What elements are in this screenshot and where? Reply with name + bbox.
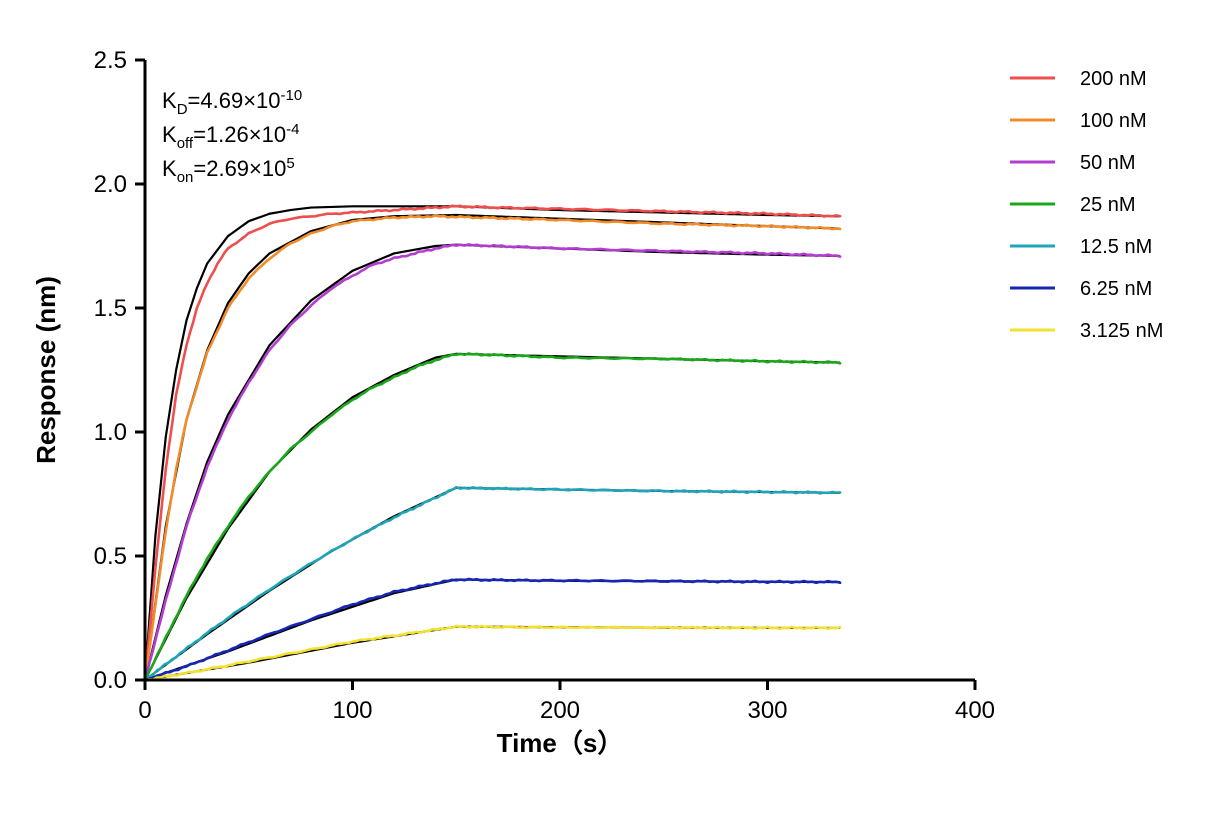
y-tick-label: 0.5 bbox=[94, 543, 127, 570]
legend-label: 25 nM bbox=[1080, 194, 1136, 216]
y-tick-label: 0.0 bbox=[94, 667, 127, 694]
y-axis-label: Response (nm) bbox=[31, 276, 61, 464]
legend-label: 200 nM bbox=[1080, 68, 1147, 90]
legend-label: 3.125 nM bbox=[1080, 320, 1163, 342]
y-tick-label: 1.5 bbox=[94, 295, 127, 322]
y-tick-label: 1.0 bbox=[94, 419, 127, 446]
legend-label: 6.25 nM bbox=[1080, 278, 1152, 300]
x-axis-label: Time（s） bbox=[497, 728, 624, 758]
legend-label: 50 nM bbox=[1080, 152, 1136, 174]
y-tick-label: 2.0 bbox=[94, 171, 127, 198]
chart-svg: 0 100 200 300 400 0.0 0.5 1.0 1.5 2.0 2.5 Time（s） Re… bbox=[0, 0, 1231, 825]
x-tick-label: 400 bbox=[955, 697, 995, 724]
x-tick-label: 0 bbox=[138, 697, 151, 724]
legend-label: 12.5 nM bbox=[1080, 236, 1152, 258]
x-tick-label: 200 bbox=[540, 697, 580, 724]
binding-kinetics-chart: 0 100 200 300 400 0.0 0.5 1.0 1.5 2.0 2.5 Time（s） Re… bbox=[0, 0, 1231, 825]
x-tick-label: 300 bbox=[747, 697, 787, 724]
y-tick-label: 2.5 bbox=[94, 47, 127, 74]
x-tick-label: 100 bbox=[332, 697, 372, 724]
legend-label: 100 nM bbox=[1080, 110, 1147, 132]
